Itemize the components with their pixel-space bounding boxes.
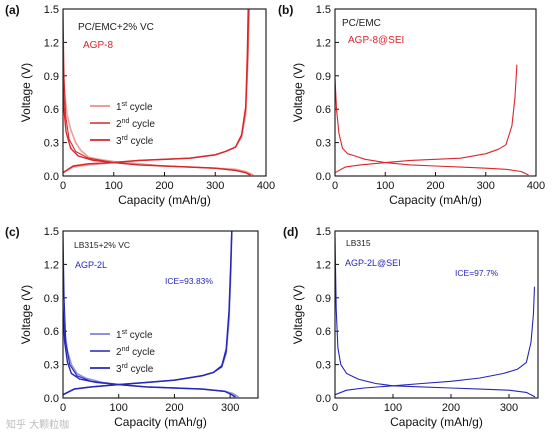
chart-panel-3: (c) 0 100 200 300 0.0 0.3 0.6 0.9 1.2 1.5 Capacity … (5, 225, 259, 429)
y-tick-label: 0.3 (44, 138, 59, 150)
x-tick-label: 100 (105, 180, 123, 192)
panel-label: (b) (278, 3, 293, 17)
series-line-1-charge (335, 64, 518, 174)
x-tick-label: 300 (221, 402, 239, 414)
annotation: PC/EMC (342, 18, 381, 29)
legend-entry: 3rd cycle (116, 135, 154, 147)
y-tick-label: 0.6 (44, 104, 59, 116)
series-line-2-discharge (63, 9, 252, 176)
y-tick-label: 0.0 (44, 171, 59, 183)
x-tick-label: 0 (332, 180, 338, 192)
series-line-3-charge (63, 9, 249, 174)
y-tick-label: 0.0 (316, 171, 331, 183)
x-tick-label: 100 (110, 402, 128, 414)
x-axis-title: Capacity (mAh/g) (114, 415, 207, 429)
legend-entry: 1st cycle (116, 329, 153, 341)
plot-frame (334, 8, 537, 177)
panel-label: (a) (5, 3, 20, 17)
x-tick-label: 300 (500, 402, 518, 414)
plot-frame (334, 230, 539, 399)
y-tick-label: 0.9 (316, 71, 331, 83)
x-tick-label: 400 (527, 180, 545, 192)
y-tick-label: 1.5 (316, 226, 331, 238)
x-axis-title: Capacity (mAh/g) (390, 415, 483, 429)
chart-panel-2: (b) 0 100 200 300 400 0.0 0.3 0.6 0.9 1.2 1.5 Capaci… (278, 3, 545, 207)
annotation: PC/EMC+2% VC (78, 22, 154, 33)
series-line-1-discharge (335, 77, 529, 176)
y-axis-title: Voltage (V) (19, 63, 33, 122)
x-tick-label: 400 (257, 180, 275, 192)
y-tick-label: 0.9 (316, 293, 331, 305)
x-tick-label: 0 (60, 180, 66, 192)
x-axis-title: Capacity (mAh/g) (118, 193, 211, 207)
y-tick-label: 0.3 (44, 360, 59, 372)
annotation: ICE=93.83% (165, 276, 213, 286)
legend-entry: 3rd cycle (116, 363, 154, 375)
annotation: LB315+2% VC (74, 240, 130, 250)
panel-label: (c) (5, 225, 20, 239)
x-tick-label: 300 (477, 180, 495, 192)
x-tick-label: 200 (426, 180, 444, 192)
annotation: AGP-8 (83, 40, 113, 51)
chart-panel-1: (a) 0 100 200 300 400 0.0 0.3 0.6 0.9 1.2 1.5 Capaci… (5, 3, 275, 207)
y-axis-title: Voltage (V) (291, 285, 305, 344)
y-tick-label: 0.6 (316, 326, 331, 338)
y-axis-title: Voltage (V) (291, 63, 305, 122)
y-tick-label: 1.5 (44, 4, 59, 16)
y-tick-label: 0.0 (44, 393, 59, 405)
chart-panel-4: (d) 0 100 200 300 0.0 0.3 0.6 0.9 1.2 1.5 Capacity … (283, 225, 539, 429)
series-line-1-discharge (335, 236, 536, 398)
series-line-1-charge (63, 9, 251, 174)
watermark: 知乎 大颗粒咖 (6, 420, 70, 431)
x-tick-label: 200 (165, 402, 183, 414)
y-tick-label: 0.9 (44, 293, 59, 305)
x-tick-label: 0 (60, 402, 66, 414)
x-tick-label: 100 (384, 402, 402, 414)
annotation: AGP-2L (75, 260, 107, 270)
y-tick-label: 0.6 (316, 104, 331, 116)
y-tick-label: 0.3 (316, 360, 331, 372)
annotation: AGP-8@SEI (348, 35, 404, 46)
legend-entry: 2nd cycle (116, 346, 155, 358)
y-tick-label: 1.5 (44, 226, 59, 238)
y-tick-label: 1.2 (316, 37, 331, 49)
panel-label: (d) (283, 225, 298, 239)
x-axis-title: Capacity (mAh/g) (389, 193, 482, 207)
series-line-3-discharge (63, 81, 251, 176)
y-tick-label: 1.2 (44, 37, 59, 49)
series-line-1-charge (335, 286, 536, 396)
x-tick-label: 0 (332, 402, 338, 414)
y-axis-title: Voltage (V) (19, 285, 33, 344)
annotation: ICE=97.7% (455, 268, 499, 278)
plot-frame (62, 8, 267, 177)
plot-frame (62, 230, 259, 399)
y-tick-label: 0.3 (316, 138, 331, 150)
x-tick-label: 200 (155, 180, 173, 192)
legend-entry: 1st cycle (116, 101, 153, 113)
y-tick-label: 1.5 (316, 4, 331, 16)
y-tick-label: 0.0 (316, 393, 331, 405)
series-line-3-charge (63, 231, 233, 396)
y-tick-label: 0.9 (44, 71, 59, 83)
series-line-2-charge (63, 9, 250, 174)
annotation: LB315 (346, 238, 371, 248)
annotation: AGP-2L@SEI (345, 258, 401, 268)
y-tick-label: 1.2 (316, 259, 331, 271)
y-tick-label: 0.6 (44, 326, 59, 338)
x-tick-label: 300 (206, 180, 224, 192)
x-tick-label: 100 (376, 180, 394, 192)
legend-entry: 2nd cycle (116, 118, 155, 130)
x-tick-label: 200 (442, 402, 460, 414)
y-tick-label: 1.2 (44, 259, 59, 271)
